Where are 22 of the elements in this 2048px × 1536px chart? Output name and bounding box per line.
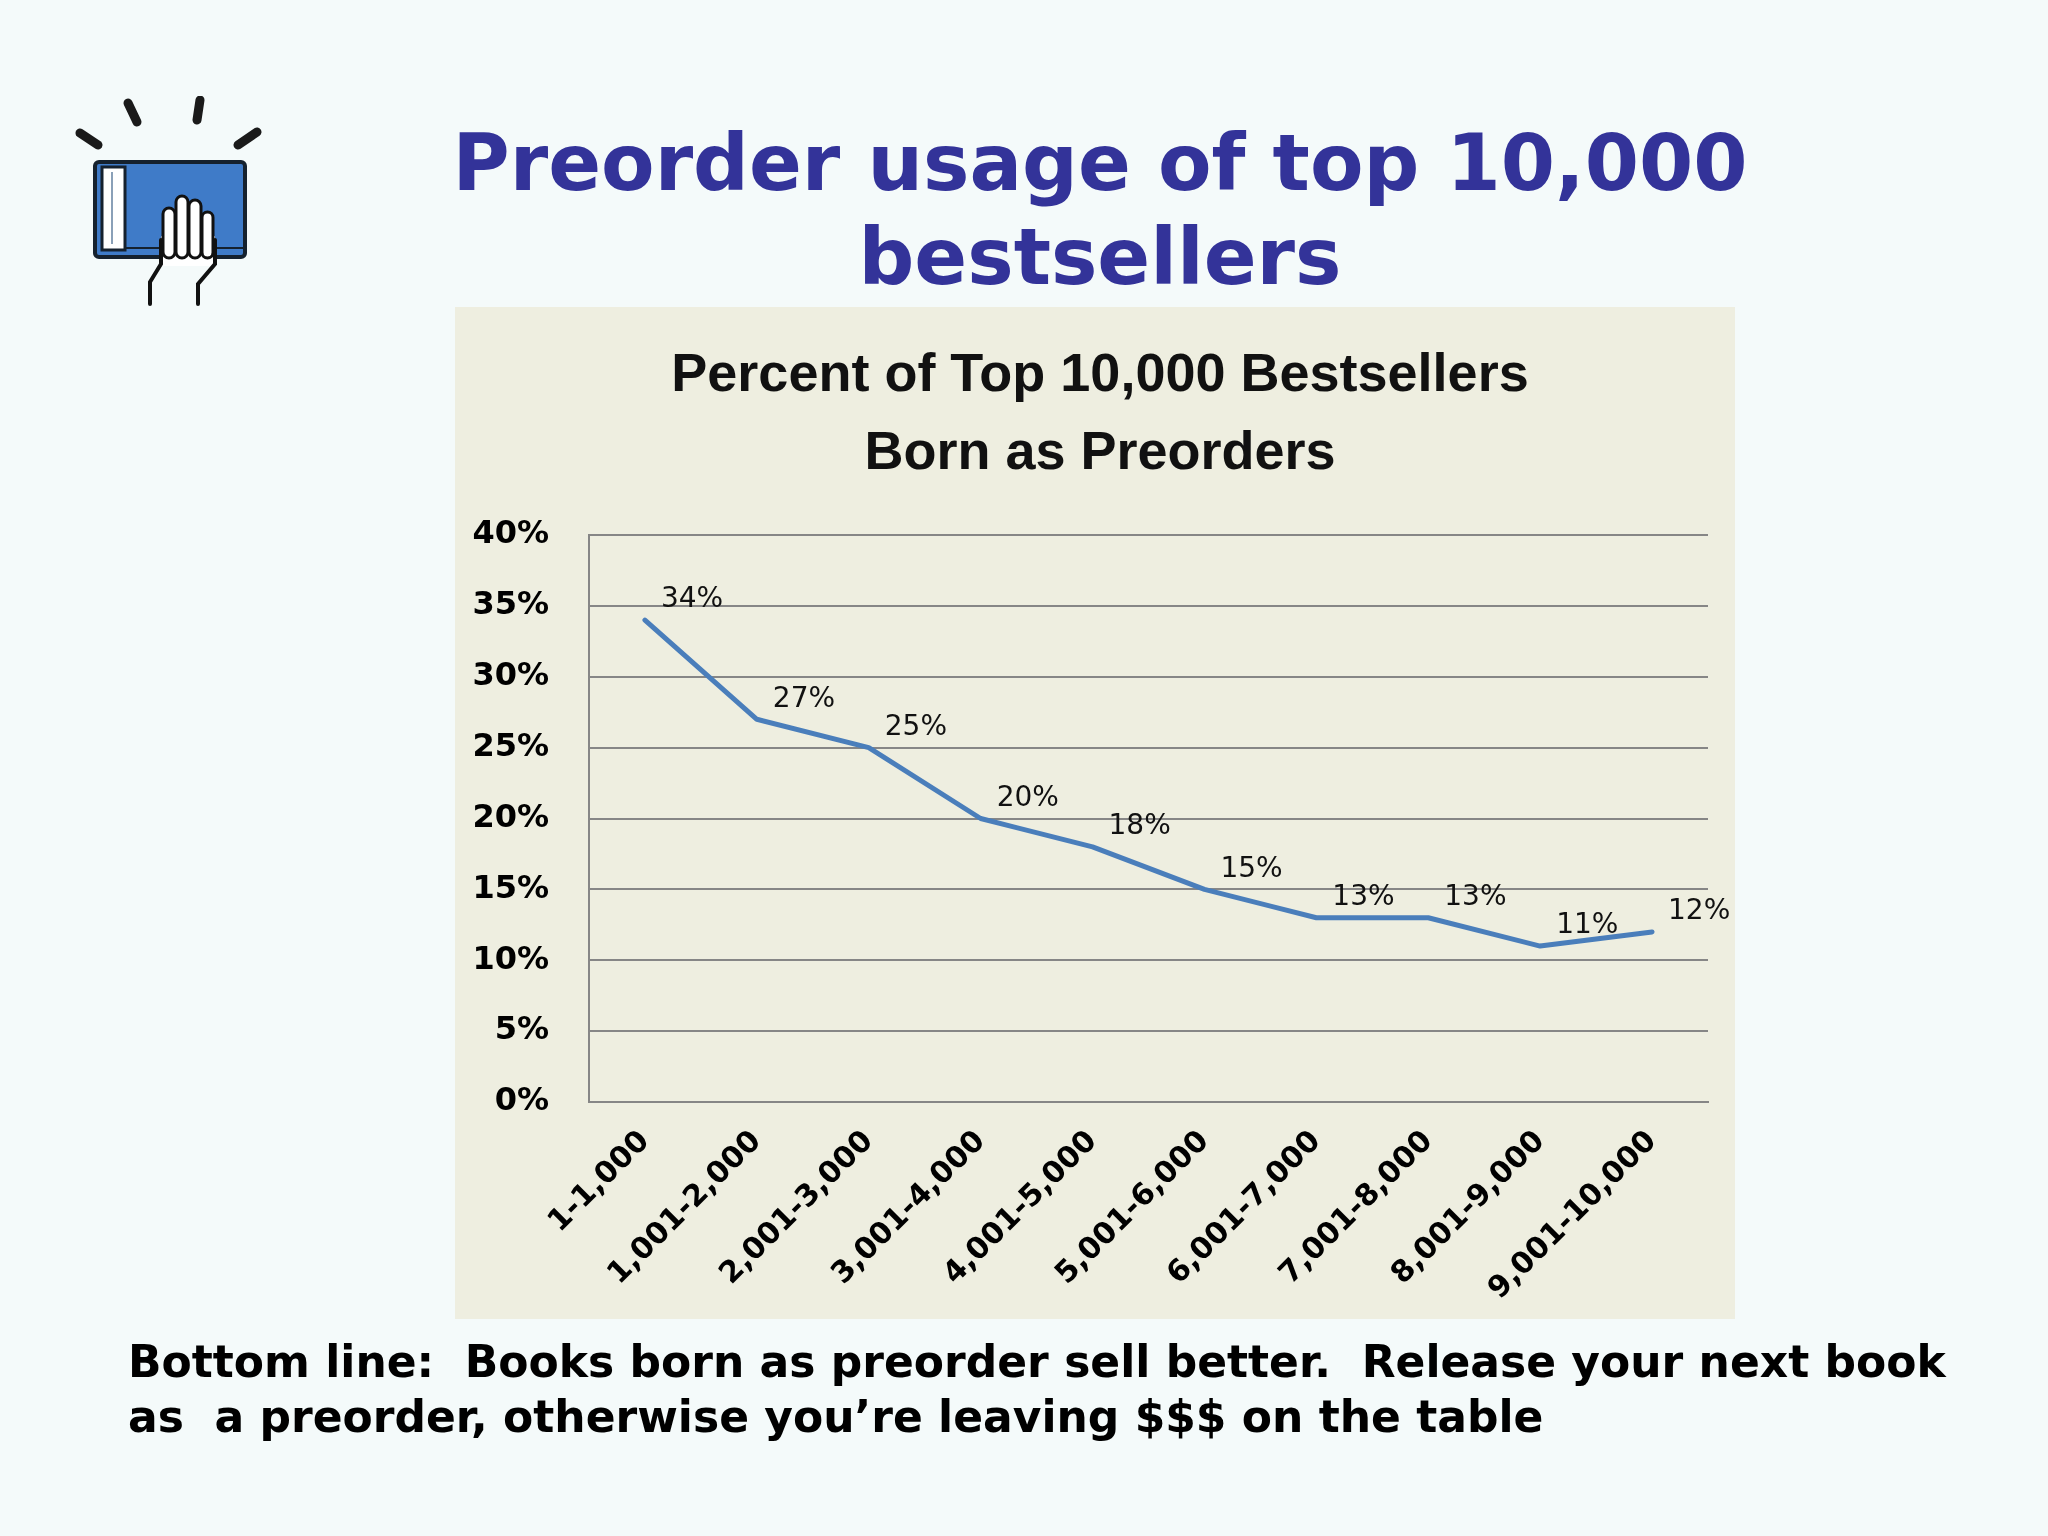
y-tick-label: 35% — [472, 584, 549, 623]
data-label: 25% — [884, 708, 947, 742]
y-tick-label: 5% — [494, 1009, 549, 1048]
data-label: 13% — [1444, 879, 1507, 913]
y-tick-label: 0% — [494, 1080, 549, 1119]
data-label: 15% — [1220, 850, 1283, 884]
chart-subtitle: Percent of Top 10,000 Bestsellers Born as Preorders — [670, 341, 1530, 482]
y-tick-label: 30% — [472, 655, 549, 694]
y-tick-label: 20% — [472, 796, 549, 835]
y-tick-label: 15% — [472, 867, 549, 906]
text: Bottom line: Books born as preorder sell better. Release your next book as a preorder, otherwise you’re leaving $$$ on the table — [128, 1335, 1948, 1444]
data-label: 11% — [1556, 907, 1619, 941]
data-label: 18% — [1108, 808, 1171, 842]
data-label: 20% — [996, 779, 1059, 813]
data-label: 27% — [772, 680, 836, 714]
data-label: 12% — [1668, 893, 1731, 927]
y-tick-label: 10% — [472, 938, 549, 977]
chart-title: Preorder usage of top 10,000 bestsellers — [451, 117, 1749, 304]
y-tick-label: 40% — [472, 513, 549, 552]
data-label: 13% — [1332, 879, 1395, 913]
y-tick-label: 25% — [472, 725, 549, 764]
data-label: 34% — [660, 581, 724, 615]
